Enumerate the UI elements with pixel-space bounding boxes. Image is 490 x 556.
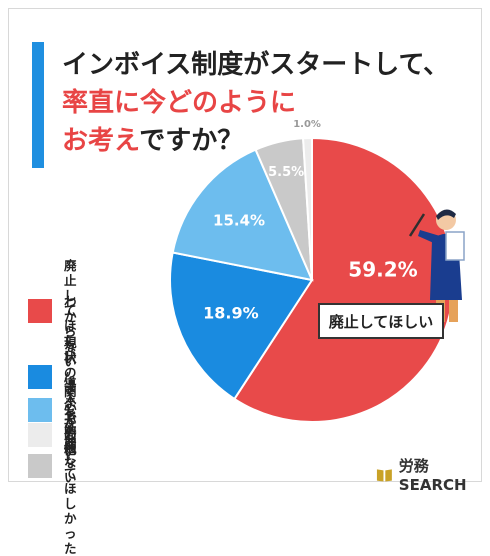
legend-item-no-problem: 現状のままで 問題ない: [28, 335, 77, 485]
presenter-board: [445, 231, 465, 261]
title-line-3: お考えですか？: [62, 122, 472, 160]
legend-swatch: [28, 364, 52, 389]
legend-swatch: [28, 398, 52, 422]
legend-item-postpone: 導入を延期して ほしかった: [28, 376, 77, 556]
title-line-3-rest: ですか？: [139, 126, 244, 156]
pointer-stick: [408, 213, 426, 237]
title-line-2: 率直に今どのように: [62, 88, 297, 118]
callout-label: 廃止してほしい: [318, 303, 444, 339]
legend-swatch: [28, 454, 52, 478]
presenter-leg-right: [449, 300, 458, 322]
legend-item-other: その他: [28, 412, 77, 457]
pie-slice: [171, 148, 314, 282]
pie-chart: 59.2% 18.9% 15.4% 5.5% 1.0%: [169, 119, 465, 423]
pie-slice-value-label: 15.4%: [213, 212, 265, 230]
pie-slice-value-label: 59.2%: [348, 258, 417, 282]
legend-swatch: [28, 422, 52, 447]
pie-slice: [169, 251, 314, 401]
legend-label: わからない / 関心がない: [64, 294, 77, 459]
pie-slice: [233, 136, 455, 423]
legend-label: 現状のままで 問題ない: [64, 335, 77, 485]
title-accent-bar: [32, 42, 44, 168]
pie-labels: 59.2% 18.9% 15.4% 5.5% 1.0%: [203, 119, 418, 323]
brand-logo: 労務SEARCH: [376, 455, 490, 494]
legend-item-abolish: 廃止してほしい: [28, 258, 77, 363]
pie-slice-value-label: 5.5%: [268, 165, 304, 180]
title-line-3-red: お考え: [62, 126, 140, 156]
legend-label: 廃止してほしい: [64, 258, 77, 363]
presenter-arm: [418, 230, 440, 244]
title-line-1: インボイス制度がスタートして、: [62, 50, 450, 80]
legend-label: その他: [64, 412, 77, 457]
page-title: インボイス制度がスタートして、 率直に今どのように お考えですか？: [62, 46, 472, 160]
legend-swatch: [28, 298, 52, 323]
book-icon: [376, 468, 392, 482]
pie-slice-value-label: 18.9%: [203, 304, 259, 323]
pie-slice: [302, 136, 313, 281]
legend-item-unknown: わからない / 関心がない: [28, 294, 77, 459]
pie-slice-value-label: 1.0%: [293, 119, 321, 130]
presenter-hair: [436, 209, 456, 220]
pie-slices: [169, 136, 455, 423]
legend-label: 導入を延期して ほしかった: [64, 376, 77, 556]
logo-text: 労務SEARCH: [398, 457, 467, 494]
